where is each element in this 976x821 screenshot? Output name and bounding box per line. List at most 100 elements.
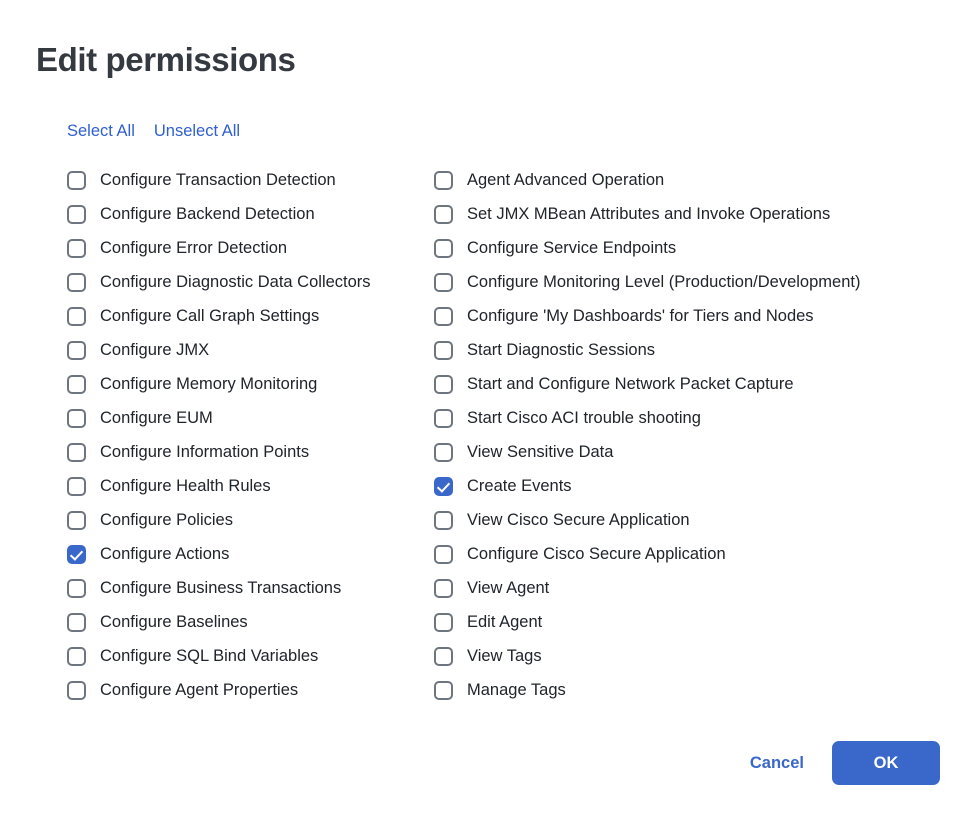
permission-row[interactable]: Start Diagnostic Sessions xyxy=(434,333,934,367)
permission-row[interactable]: Configure Transaction Detection xyxy=(67,163,434,197)
checkbox-unchecked-icon[interactable] xyxy=(67,646,86,666)
permission-label: Start Diagnostic Sessions xyxy=(467,341,656,359)
permission-label: Configure EUM xyxy=(100,409,213,427)
permission-label: View Agent xyxy=(467,579,550,597)
permission-label: Configure Baselines xyxy=(100,613,248,631)
permission-label: Configure 'My Dashboards' for Tiers and … xyxy=(467,307,814,325)
checkbox-unchecked-icon[interactable] xyxy=(434,170,453,190)
checkbox-unchecked-icon[interactable] xyxy=(434,204,453,224)
permission-row[interactable]: Start and Configure Network Packet Captu… xyxy=(434,367,934,401)
checkbox-unchecked-icon[interactable] xyxy=(67,374,86,394)
checkbox-unchecked-icon[interactable] xyxy=(67,476,86,496)
ok-button[interactable]: OK xyxy=(832,741,940,785)
checkbox-unchecked-icon[interactable] xyxy=(67,238,86,258)
permission-row[interactable]: Edit Agent xyxy=(434,605,934,639)
permission-row[interactable]: Configure Service Endpoints xyxy=(434,231,934,265)
permission-row[interactable]: Create Events xyxy=(434,469,934,503)
permission-row[interactable]: View Cisco Secure Application xyxy=(434,503,934,537)
permission-row[interactable]: Configure JMX xyxy=(67,333,434,367)
permission-row[interactable]: Configure Backend Detection xyxy=(67,197,434,231)
permission-row[interactable]: Configure Actions xyxy=(67,537,434,571)
checkbox-unchecked-icon[interactable] xyxy=(434,612,453,632)
checkbox-unchecked-icon[interactable] xyxy=(67,578,86,598)
permission-row[interactable]: Configure Business Transactions xyxy=(67,571,434,605)
permission-row[interactable]: Configure Agent Properties xyxy=(67,673,434,707)
permission-row[interactable]: Configure Cisco Secure Application xyxy=(434,537,934,571)
checkbox-unchecked-icon[interactable] xyxy=(434,578,453,598)
permission-row[interactable]: Configure EUM xyxy=(67,401,434,435)
permission-row[interactable]: Configure Health Rules xyxy=(67,469,434,503)
permission-label: Configure Memory Monitoring xyxy=(100,375,318,393)
checkbox-unchecked-icon[interactable] xyxy=(67,612,86,632)
permission-row[interactable]: Configure SQL Bind Variables xyxy=(67,639,434,673)
checkbox-unchecked-icon[interactable] xyxy=(67,170,86,190)
permission-label: Configure Diagnostic Data Collectors xyxy=(100,273,371,291)
checkbox-unchecked-icon[interactable] xyxy=(434,408,453,428)
permission-label: Configure Cisco Secure Application xyxy=(467,545,726,563)
checkbox-unchecked-icon[interactable] xyxy=(434,544,453,564)
permission-label: Set JMX MBean Attributes and Invoke Oper… xyxy=(467,205,831,223)
permission-label: Start and Configure Network Packet Captu… xyxy=(467,375,794,393)
bulk-selection-actions: Select All Unselect All xyxy=(67,120,240,142)
permission-label: Configure Business Transactions xyxy=(100,579,342,597)
permission-row[interactable]: Configure Diagnostic Data Collectors xyxy=(67,265,434,299)
checkbox-unchecked-icon[interactable] xyxy=(434,442,453,462)
checkbox-unchecked-icon[interactable] xyxy=(67,408,86,428)
checkbox-unchecked-icon[interactable] xyxy=(67,272,86,292)
permission-label: Configure JMX xyxy=(100,341,210,359)
permissions-column-left: Configure Transaction Detection Configure… xyxy=(67,163,434,707)
permission-row[interactable]: View Agent xyxy=(434,571,934,605)
checkbox-unchecked-icon[interactable] xyxy=(67,680,86,700)
checkbox-unchecked-icon[interactable] xyxy=(67,340,86,360)
checkbox-unchecked-icon[interactable] xyxy=(434,510,453,530)
permission-label: Manage Tags xyxy=(467,681,566,699)
permissions-column-right: Agent Advanced Operation Set JMX MBean At… xyxy=(434,163,934,707)
page-title: Edit permissions xyxy=(36,41,296,78)
checkbox-unchecked-icon[interactable] xyxy=(434,272,453,292)
checkbox-unchecked-icon[interactable] xyxy=(434,340,453,360)
permission-label: Agent Advanced Operation xyxy=(467,171,665,189)
permission-row[interactable]: Configure Monitoring Level (Production/D… xyxy=(434,265,934,299)
cancel-button[interactable]: Cancel xyxy=(748,750,806,777)
permission-label: View Cisco Secure Application xyxy=(467,511,690,529)
checkbox-unchecked-icon[interactable] xyxy=(434,238,453,258)
permission-label: Edit Agent xyxy=(467,613,543,631)
permission-label: Configure Policies xyxy=(100,511,233,529)
checkbox-unchecked-icon[interactable] xyxy=(434,306,453,326)
permission-row[interactable]: Configure Memory Monitoring xyxy=(67,367,434,401)
permission-label: Configure Backend Detection xyxy=(100,205,315,223)
permission-row[interactable]: Configure Error Detection xyxy=(67,231,434,265)
unselect-all-button[interactable]: Unselect All xyxy=(153,122,241,140)
checkbox-unchecked-icon[interactable] xyxy=(434,646,453,666)
permission-label: Configure Health Rules xyxy=(100,477,271,495)
permission-label: Configure Transaction Detection xyxy=(100,171,336,189)
permission-label: Configure Information Points xyxy=(100,443,310,461)
checkbox-unchecked-icon[interactable] xyxy=(434,374,453,394)
permission-row[interactable]: Configure Baselines xyxy=(67,605,434,639)
permission-label: Start Cisco ACI trouble shooting xyxy=(467,409,701,427)
permissions-grid: Configure Transaction Detection Configure… xyxy=(0,163,976,707)
permission-row[interactable]: Configure Policies xyxy=(67,503,434,537)
checkbox-unchecked-icon[interactable] xyxy=(434,680,453,700)
permission-label: Configure Service Endpoints xyxy=(467,239,677,257)
checkbox-unchecked-icon[interactable] xyxy=(67,442,86,462)
checkbox-checked-icon[interactable] xyxy=(434,476,453,496)
permission-label: Configure Monitoring Level (Production/D… xyxy=(467,273,861,291)
permission-label: Configure Actions xyxy=(100,545,230,563)
permission-row[interactable]: Agent Advanced Operation xyxy=(434,163,934,197)
checkbox-unchecked-icon[interactable] xyxy=(67,204,86,224)
select-all-button[interactable]: Select All xyxy=(67,122,135,140)
permission-row[interactable]: Configure 'My Dashboards' for Tiers and … xyxy=(434,299,934,333)
checkbox-unchecked-icon[interactable] xyxy=(67,306,86,326)
permission-row[interactable]: Manage Tags xyxy=(434,673,934,707)
permission-row[interactable]: Configure Call Graph Settings xyxy=(67,299,434,333)
checkbox-checked-icon[interactable] xyxy=(67,544,86,564)
checkbox-unchecked-icon[interactable] xyxy=(67,510,86,530)
permission-row[interactable]: Set JMX MBean Attributes and Invoke Oper… xyxy=(434,197,934,231)
permission-row[interactable]: View Tags xyxy=(434,639,934,673)
permission-label: Configure Agent Properties xyxy=(100,681,299,699)
permission-row[interactable]: Configure Information Points xyxy=(67,435,434,469)
permission-row[interactable]: Start Cisco ACI trouble shooting xyxy=(434,401,934,435)
permission-row[interactable]: View Sensitive Data xyxy=(434,435,934,469)
